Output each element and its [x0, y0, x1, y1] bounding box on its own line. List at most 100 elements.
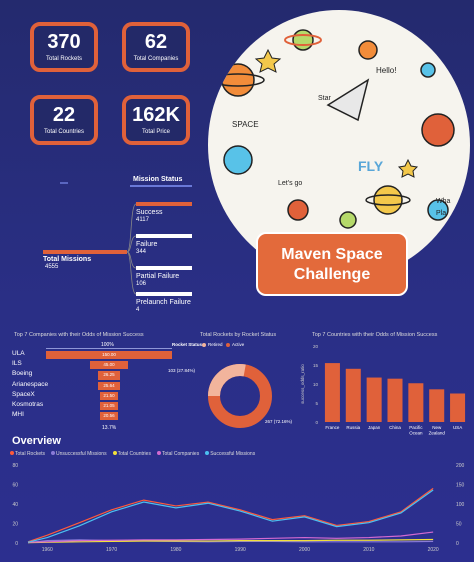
doodle-text: Pla [436, 210, 447, 217]
y-axis-label: success_odds_ratio [300, 364, 305, 404]
x-tick-label: Russia [346, 425, 360, 430]
doodle-text: Hello! [376, 66, 397, 75]
donut-chart [208, 364, 272, 428]
rocket-status-panel: Total Rockets by Rocket Status Rocket St… [168, 330, 310, 435]
funnel-value: 26.25 [103, 372, 115, 378]
legend-label: Unsuccessful Missions [56, 451, 107, 457]
banner-line1: Maven Space [281, 246, 383, 263]
countries-bar-chart: 0 5 10 15 20 success_odds_ratio France Russia Ja… [300, 344, 466, 436]
country-bar [450, 393, 466, 422]
overview-line-chart: 0 20 40 60 80 0 50 100 150 200 1960 1970 1980 1990 200… [12, 463, 465, 553]
kpi-label: Total Countries [43, 129, 85, 135]
divider [60, 182, 68, 184]
y-tick-left: 40 [12, 502, 18, 508]
y-tick-label: 20 [313, 344, 319, 349]
funnel-bar [46, 351, 172, 360]
funnel-bar [100, 412, 118, 421]
funnel-bar [99, 391, 118, 400]
country-bar [387, 378, 403, 422]
legend-label: Successful Missions [210, 451, 256, 457]
doodle-text: Star [318, 95, 331, 102]
funnel-bar [98, 381, 120, 390]
legend-item: Unsuccessful Missions [51, 451, 107, 457]
funnel-company-label: Kosmotras [12, 401, 44, 408]
node-label: Success [136, 209, 163, 216]
x-tick-label: New [432, 425, 442, 430]
doodle-text: FLY [358, 158, 384, 174]
kpi-label: Total Price [141, 129, 170, 135]
country-bar [366, 377, 382, 422]
series-line [27, 538, 434, 544]
x-tick-label: 2010 [363, 547, 374, 553]
kpi-label: Total Rockets [45, 56, 82, 62]
x-tick-label: China [389, 425, 401, 430]
mission-status-header: Mission Status [133, 176, 183, 183]
funnel-company-label: MHI [12, 411, 24, 419]
funnel-company-label: Arianespace [12, 380, 49, 388]
y-tick-left: 60 [12, 483, 18, 489]
node-bar-partial-failure [136, 266, 192, 270]
legend-retired-label: Retired [208, 342, 223, 347]
node-label: Failure [136, 241, 158, 248]
series-line [27, 487, 434, 543]
x-tick-label: Zealand [429, 431, 446, 436]
legend-active-label: Active [232, 342, 245, 347]
funnel-value: 25.64 [103, 382, 115, 388]
x-tick-label: France [325, 425, 340, 430]
legend-label: Total Companies [161, 451, 200, 457]
y-tick-label: 5 [315, 401, 318, 406]
funnel-value: 21.05 [103, 403, 115, 408]
funnel-company-label: ILS [12, 360, 22, 368]
x-tick-label: Japan [368, 425, 381, 430]
legend-label: Total Rockets [15, 451, 46, 457]
y-tick-label: 0 [315, 420, 318, 425]
funnel-value: 20.56 [103, 413, 115, 419]
y-tick-right: 0 [456, 541, 459, 547]
overview-legend: Total Rockets Unsuccessful Missions Total … [10, 451, 470, 461]
node-value: 106 [136, 281, 147, 287]
node-label: Prelaunch Failure [136, 299, 191, 306]
kpi-total-companies: 62 Total Companies [122, 22, 190, 72]
y-tick-right: 200 [456, 463, 465, 469]
series-line [27, 531, 434, 543]
tree-connectors [126, 203, 137, 295]
maven-space-challenge-banner: Maven Space Challenge [256, 232, 408, 296]
root-bar [43, 250, 127, 254]
root-label: Total Missions [43, 256, 92, 263]
legend-title: Rocket Status [172, 342, 203, 347]
legend-retired-swatch [202, 343, 206, 347]
companies-funnel-panel: Top 7 Companies with their Odds of Missi… [6, 330, 196, 440]
x-tick-label: 1980 [170, 547, 181, 553]
node-value: 4117 [136, 217, 149, 223]
legend-swatch [51, 451, 56, 455]
y-tick-label: 15 [313, 363, 319, 368]
funnel-value: 150.00 [102, 352, 116, 357]
overview-title: Overview [12, 435, 61, 447]
y-tick-right: 50 [456, 522, 462, 528]
funnel-value: 21.50 [103, 392, 115, 398]
y-tick-right: 150 [456, 483, 465, 489]
node-label: Partial Failure [136, 273, 180, 280]
legend-swatch [10, 451, 14, 455]
panel-title: Top 7 Companies with their Odds of Missi… [14, 332, 144, 338]
doodle-text: Wha [436, 198, 451, 205]
country-bar [324, 363, 340, 422]
kpi-value: 370 [47, 31, 81, 53]
node-bar-failure [136, 234, 192, 238]
legend-item: Total Rockets [10, 451, 45, 457]
legend-swatch [112, 451, 117, 455]
legend-item: Total Countries [112, 451, 151, 457]
x-tick-label: Pacific [409, 425, 423, 430]
x-tick-label: Ocean [409, 431, 423, 436]
x-tick-label: 2000 [299, 547, 310, 553]
node-bar-success [136, 202, 192, 206]
kpi-value: 62 [144, 31, 168, 53]
legend-item: Successful Missions [205, 451, 255, 457]
funnel-top-label: 100% [101, 342, 114, 348]
legend-swatch [205, 451, 210, 455]
panel-title: Top 7 Countries with their Odds of Missi… [312, 332, 438, 338]
legend-item: Total Companies [156, 451, 200, 457]
donut-right-label: 267 (72.16%) [265, 419, 293, 424]
node-value: 344 [136, 249, 147, 255]
kpi-value: 162K [132, 104, 180, 126]
